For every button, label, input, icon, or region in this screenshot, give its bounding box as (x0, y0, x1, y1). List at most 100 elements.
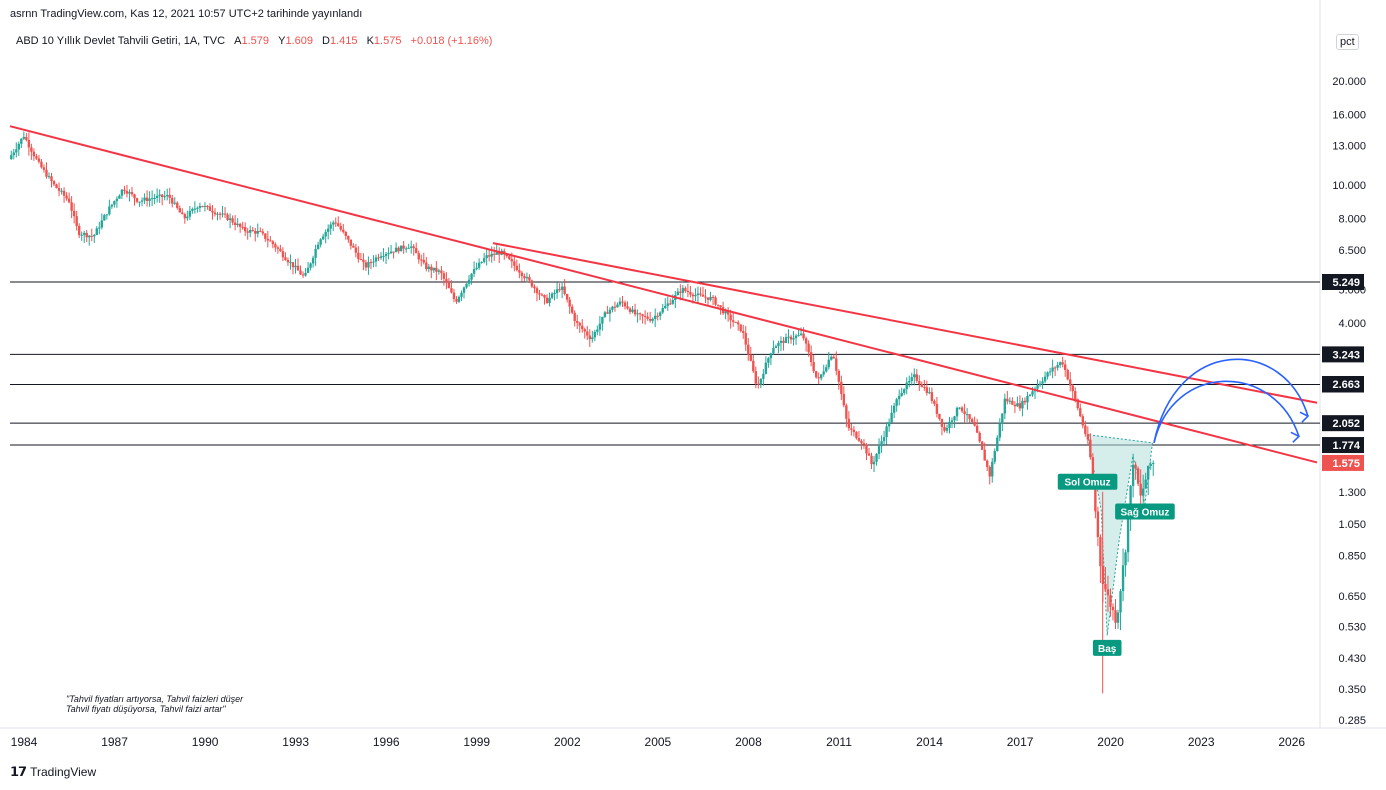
candle-body (621, 301, 624, 303)
candle-body (568, 299, 571, 307)
candle-body (877, 446, 881, 454)
candle-body (1056, 364, 1059, 368)
candle-body (135, 198, 139, 202)
candle-body (880, 441, 883, 447)
candle-body (372, 261, 375, 263)
candle-body (1041, 381, 1044, 384)
candle-body (480, 261, 483, 263)
candle-body (928, 392, 931, 394)
candle-body (850, 428, 853, 430)
x-tick-label: 2002 (554, 735, 581, 749)
projection-arrow (1153, 358, 1309, 444)
candle-body (249, 229, 252, 233)
candle-body (920, 384, 924, 387)
candle-body (193, 208, 197, 210)
candle-body (1104, 584, 1107, 590)
candle-body (304, 272, 307, 276)
candle-body (470, 273, 473, 280)
candle-body (606, 312, 609, 314)
candle-body (782, 340, 785, 343)
candle-body (918, 380, 921, 385)
candle-body (960, 407, 964, 412)
candle-body (148, 198, 151, 201)
candle-body (570, 306, 574, 313)
candle-body (100, 220, 104, 228)
unit-badge[interactable]: pct (1336, 34, 1359, 50)
pattern-label: Sol Omuz (1065, 478, 1111, 489)
candle-body (241, 226, 244, 228)
candle-body (324, 231, 327, 237)
candle-body (462, 287, 466, 293)
candle-body (852, 429, 856, 433)
candle-body (198, 206, 202, 208)
candle-body (731, 320, 735, 322)
price-badge-label: 2.663 (1332, 379, 1360, 391)
candle-body (493, 253, 496, 255)
candle-body (555, 289, 559, 293)
pattern-label: Baş (1098, 644, 1117, 655)
candle-body (726, 311, 730, 315)
close-value: 1.575 (373, 35, 402, 47)
candle-body (20, 138, 23, 144)
candle-body (160, 194, 164, 198)
candle-body (1058, 362, 1062, 365)
footer-brand[interactable]: 𝟭𝟳 TradingView (10, 764, 96, 780)
candle-body (417, 253, 420, 260)
candle-body (130, 192, 134, 195)
candle-body (794, 335, 798, 339)
symbol-title[interactable]: ABD 10 Yıllık Devlet Tahvili Getiri, 1A,… (16, 35, 226, 47)
y-tick-label: 6.500 (1338, 245, 1366, 257)
candle-body (228, 218, 232, 220)
candle-body (578, 322, 581, 326)
candle-body (1147, 465, 1150, 480)
candle-body (487, 255, 491, 257)
candle-body (1061, 362, 1064, 365)
candle-body (332, 222, 335, 225)
candle-body (123, 189, 126, 191)
candle-body (37, 158, 41, 162)
candle-body (95, 228, 98, 235)
candle-body (616, 304, 619, 308)
candle-body (1139, 483, 1142, 496)
symbol-legend: ABD 10 Yıllık Devlet Tahvili Getiri, 1A,… (16, 35, 492, 47)
candle-body (892, 405, 896, 413)
price-badge (1322, 346, 1364, 363)
candle-body (316, 244, 320, 249)
candle-body (397, 247, 400, 252)
candle-body (814, 371, 818, 378)
candle-body (442, 273, 446, 279)
y-tick-label: 1.300 (1338, 487, 1366, 499)
candle-body (767, 358, 770, 363)
candle-body (583, 329, 586, 332)
candle-body (772, 347, 775, 354)
candle-body (817, 377, 820, 379)
candle-body (269, 240, 272, 242)
candle-body (173, 202, 176, 204)
candle-body (1026, 396, 1029, 403)
candle-body (910, 377, 913, 381)
y-tick-label: 0.285 (1338, 715, 1366, 727)
candle-body (435, 267, 438, 272)
candle-body (1084, 425, 1087, 434)
candle-body (523, 276, 526, 279)
candle-body (364, 262, 368, 268)
trendline (492, 242, 1318, 404)
candle-body (52, 181, 56, 185)
candle-body (110, 204, 114, 207)
price-badge (1322, 415, 1364, 432)
candle-body (145, 197, 149, 201)
candle-body (747, 344, 750, 355)
candle-body (445, 278, 448, 283)
candle-body (349, 239, 353, 246)
candle-body (716, 304, 720, 306)
price-badge-label: 1.774 (1332, 440, 1360, 452)
candle-body (686, 290, 690, 293)
tradingview-logo-icon: 𝟭𝟳 (10, 764, 27, 779)
candle-body (832, 356, 835, 359)
candle-body (259, 230, 262, 232)
price-badge (1322, 454, 1364, 471)
x-tick-label: 1993 (282, 735, 309, 749)
candle-body (55, 184, 58, 189)
candle-body (1028, 394, 1032, 397)
